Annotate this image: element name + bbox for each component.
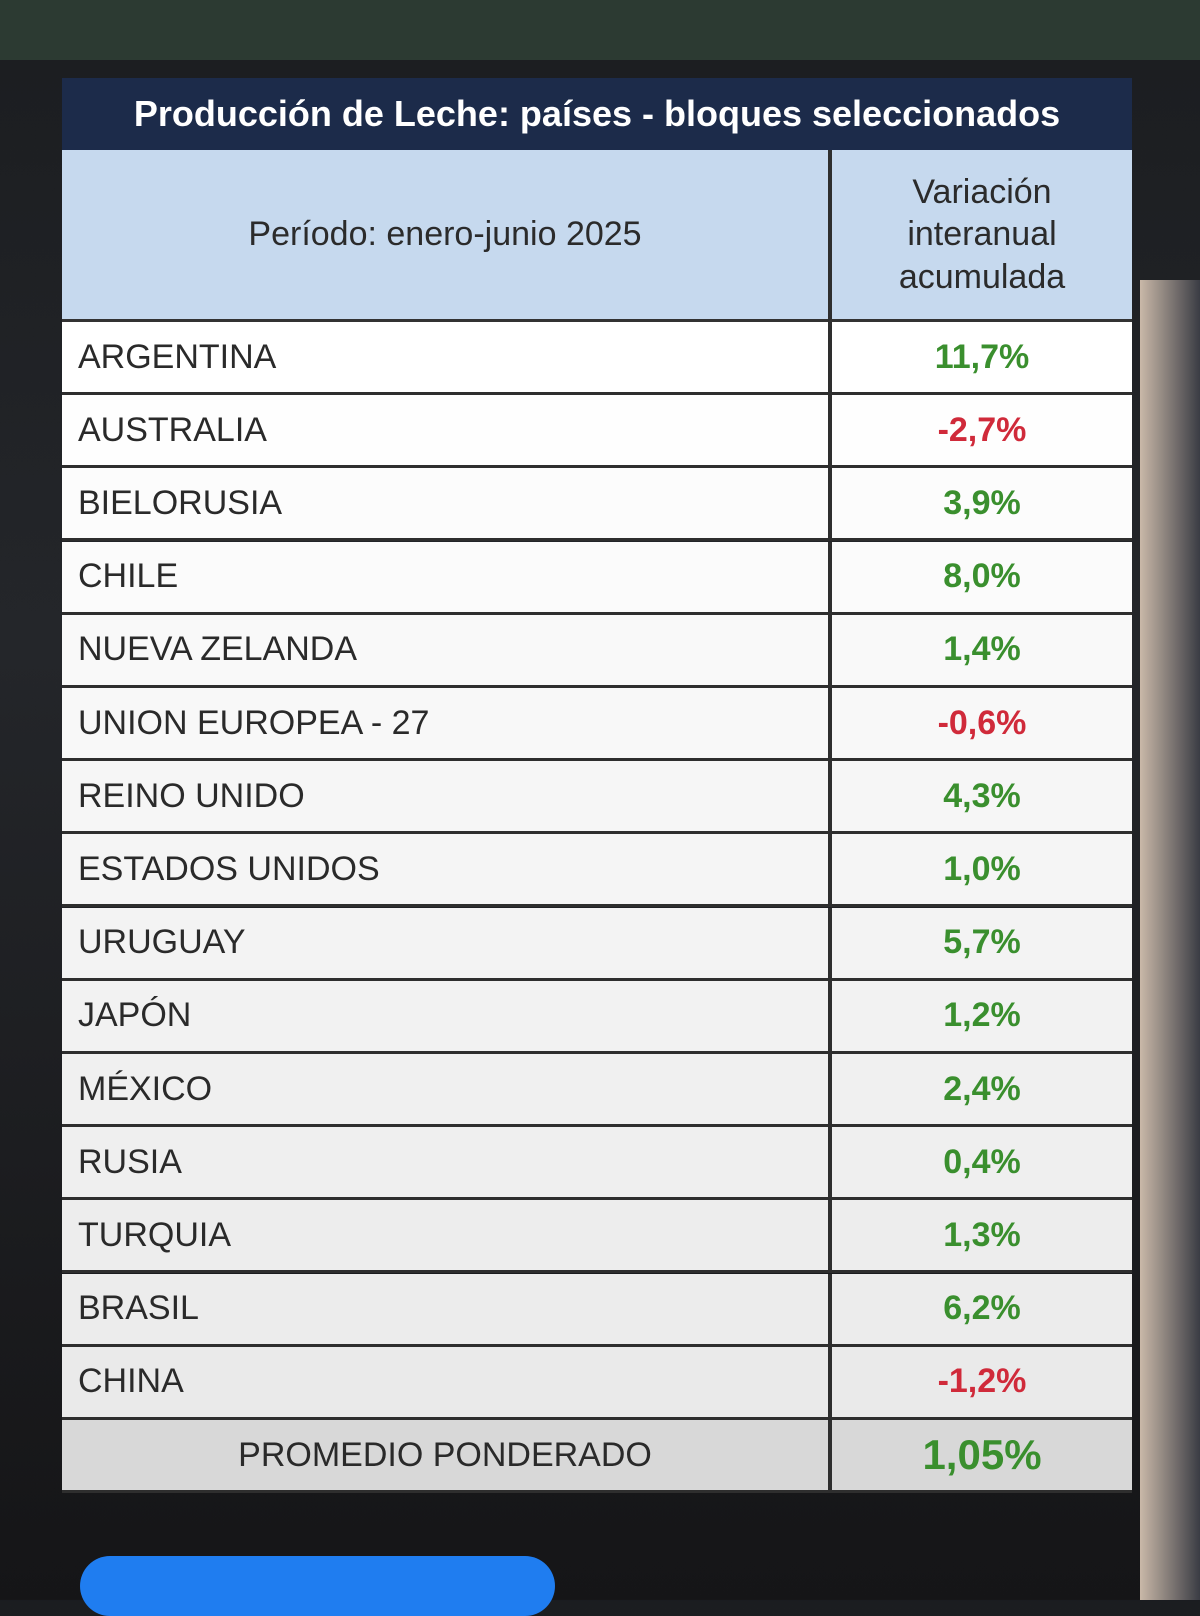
variation-value: 1,4% [828, 614, 1132, 688]
country-name: AUSTRALIA [62, 395, 828, 469]
country-name: UNION EUROPEA - 27 [62, 688, 828, 761]
variation-value: 8,0% [828, 541, 1132, 615]
background-person [1140, 280, 1200, 1600]
country-name: NUEVA ZELANDA [62, 614, 828, 688]
footer-value: 1,05% [828, 1420, 1132, 1493]
country-name: ESTADOS UNIDOS [62, 834, 828, 908]
variation-value: -1,2% [828, 1346, 1132, 1420]
variation-value: 1,2% [828, 980, 1132, 1054]
country-name: MÉXICO [62, 1054, 828, 1127]
variation-value: 5,7% [828, 907, 1132, 981]
header-variation: Variación interanual acumulada [828, 150, 1132, 322]
variation-value: 3,9% [828, 468, 1132, 542]
country-name: BRASIL [62, 1273, 828, 1347]
country-name: ARGENTINA [62, 322, 828, 395]
country-name: REINO UNIDO [62, 761, 828, 835]
background-wall [0, 0, 1200, 60]
variation-value: 2,4% [828, 1054, 1132, 1127]
footer-label: PROMEDIO PONDERADO [62, 1420, 828, 1493]
table-title: Producción de Leche: países - bloques se… [62, 78, 1132, 150]
header-line: acumulada [898, 257, 1066, 296]
variation-value: -0,6% [828, 688, 1132, 761]
header-line: Variación [912, 172, 1052, 211]
variation-value: -2,7% [828, 395, 1132, 469]
variation-value: 4,3% [828, 761, 1132, 835]
country-name: CHILE [62, 541, 828, 615]
variation-value: 6,2% [828, 1273, 1132, 1347]
variation-value: 1,0% [828, 834, 1132, 908]
header-period: Período: enero-junio 2025 [62, 150, 828, 322]
variation-value: 0,4% [828, 1127, 1132, 1201]
country-name: TURQUIA [62, 1200, 828, 1274]
variation-value: 11,7% [828, 322, 1132, 395]
country-name: URUGUAY [62, 907, 828, 981]
header-line: interanual [907, 215, 1057, 254]
country-name: JAPÓN [62, 980, 828, 1054]
country-name: CHINA [62, 1346, 828, 1420]
variation-value: 1,3% [828, 1200, 1132, 1274]
country-name: BIELORUSIA [62, 468, 828, 542]
country-name: RUSIA [62, 1127, 828, 1201]
